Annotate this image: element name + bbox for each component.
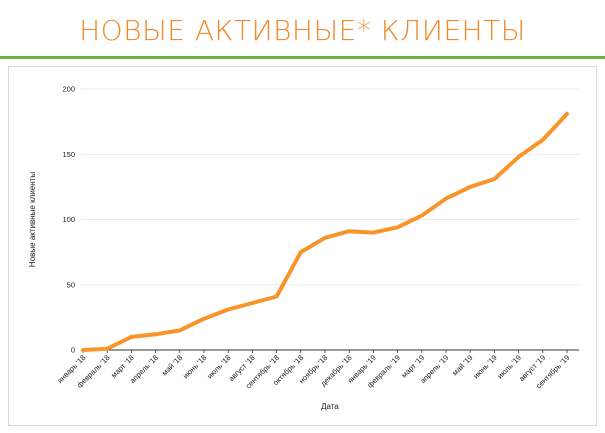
data-point <box>202 317 206 321</box>
chart-frame: 0 50 100 150 200 январь '18 февраль '18 март '… <box>8 66 597 426</box>
y-axis-title: Новые активные клиенты <box>28 172 37 267</box>
y-tick-label: 200 <box>62 85 75 94</box>
data-point <box>444 197 448 201</box>
x-tick-label: июнь '19 <box>471 353 498 380</box>
data-point <box>226 308 230 312</box>
data-point <box>492 177 496 181</box>
series-lines <box>81 111 569 352</box>
data-point <box>371 231 375 235</box>
data-point <box>565 112 569 116</box>
data-point <box>250 301 254 305</box>
data-point <box>396 225 400 229</box>
y-tick-label: 100 <box>62 215 75 224</box>
data-point <box>468 185 472 189</box>
data-point <box>154 332 158 336</box>
data-point <box>420 214 424 218</box>
data-point <box>81 348 85 352</box>
title-divider <box>0 56 605 59</box>
y-tick-label: 0 <box>71 346 75 355</box>
data-point <box>129 335 133 339</box>
data-point <box>299 250 303 254</box>
slide-title: НОВЫЕ АКТИВНЫЕ* КЛИЕНТЫ <box>79 14 526 47</box>
grid-lines <box>81 88 579 353</box>
data-point <box>347 229 351 233</box>
data-point <box>275 294 279 298</box>
data-point <box>323 236 327 240</box>
data-point <box>178 328 182 332</box>
data-point <box>105 347 109 351</box>
y-tick-label: 150 <box>62 150 75 159</box>
x-axis-title: Дата <box>321 402 339 411</box>
data-point <box>517 155 521 159</box>
series-line <box>81 111 569 352</box>
y-tick-labels: 0 50 100 150 200 <box>62 85 75 355</box>
data-point <box>541 138 545 142</box>
x-tick-label: июнь '18 <box>181 353 208 380</box>
y-tick-label: 50 <box>67 280 75 289</box>
